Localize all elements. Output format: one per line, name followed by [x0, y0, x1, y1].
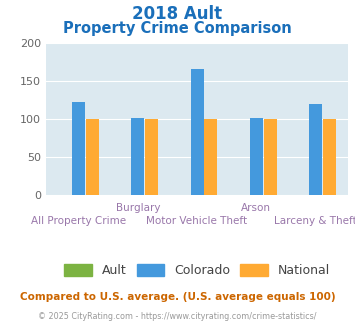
- Bar: [250, 118, 263, 195]
- Legend: Ault, Colorado, National: Ault, Colorado, National: [59, 259, 335, 282]
- Text: All Property Crime: All Property Crime: [31, 216, 126, 226]
- Text: © 2025 CityRating.com - https://www.cityrating.com/crime-statistics/: © 2025 CityRating.com - https://www.city…: [38, 312, 317, 321]
- Bar: [204, 119, 217, 195]
- Bar: [263, 119, 277, 195]
- Text: Larceny & Theft: Larceny & Theft: [274, 216, 355, 226]
- Text: Burglary: Burglary: [116, 203, 160, 213]
- Text: Compared to U.S. average. (U.S. average equals 100): Compared to U.S. average. (U.S. average …: [20, 292, 335, 302]
- Text: Property Crime Comparison: Property Crime Comparison: [63, 21, 292, 36]
- Text: Motor Vehicle Theft: Motor Vehicle Theft: [147, 216, 247, 226]
- Bar: [131, 118, 144, 195]
- Bar: [145, 119, 158, 195]
- Bar: [86, 119, 99, 195]
- Text: 2018 Ault: 2018 Ault: [132, 5, 223, 23]
- Bar: [191, 69, 203, 195]
- Bar: [323, 119, 336, 195]
- Bar: [309, 104, 322, 195]
- Bar: [72, 102, 85, 195]
- Text: Arson: Arson: [241, 203, 271, 213]
